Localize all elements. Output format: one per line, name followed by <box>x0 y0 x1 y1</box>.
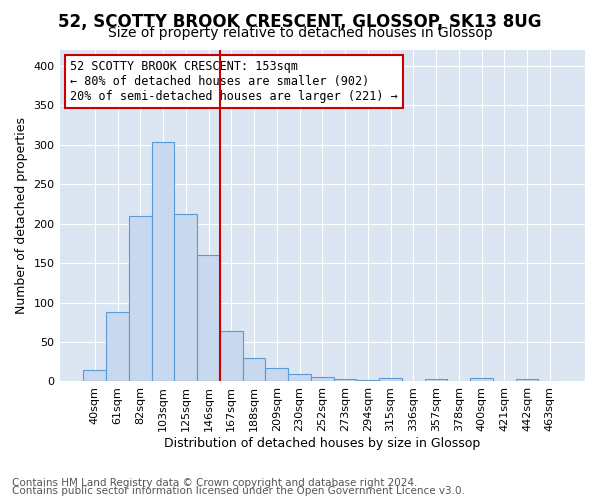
Bar <box>515 379 538 382</box>
Bar <box>152 142 175 382</box>
Text: Size of property relative to detached houses in Glossop: Size of property relative to detached ho… <box>107 26 493 40</box>
Bar <box>242 358 265 382</box>
Bar <box>311 376 334 382</box>
Text: Contains public sector information licensed under the Open Government Licence v3: Contains public sector information licen… <box>12 486 465 496</box>
Text: 52, SCOTTY BROOK CRESCENT, GLOSSOP, SK13 8UG: 52, SCOTTY BROOK CRESCENT, GLOSSOP, SK13… <box>58 12 542 30</box>
Bar <box>175 214 197 382</box>
Bar <box>265 368 288 382</box>
Bar <box>220 331 242 382</box>
Bar <box>470 378 493 382</box>
Text: 52 SCOTTY BROOK CRESCENT: 153sqm
← 80% of detached houses are smaller (902)
20% : 52 SCOTTY BROOK CRESCENT: 153sqm ← 80% o… <box>70 60 398 103</box>
Bar <box>83 370 106 382</box>
Bar <box>402 380 425 382</box>
Bar <box>334 379 356 382</box>
Bar <box>197 255 220 382</box>
Bar <box>538 380 561 382</box>
Bar <box>379 378 402 382</box>
Bar <box>106 312 129 382</box>
Bar <box>129 216 152 382</box>
Bar <box>356 380 379 382</box>
Bar <box>288 374 311 382</box>
Bar <box>448 380 470 382</box>
Bar <box>493 380 515 382</box>
Bar <box>425 379 448 382</box>
Y-axis label: Number of detached properties: Number of detached properties <box>15 117 28 314</box>
Text: Contains HM Land Registry data © Crown copyright and database right 2024.: Contains HM Land Registry data © Crown c… <box>12 478 418 488</box>
X-axis label: Distribution of detached houses by size in Glossop: Distribution of detached houses by size … <box>164 437 481 450</box>
